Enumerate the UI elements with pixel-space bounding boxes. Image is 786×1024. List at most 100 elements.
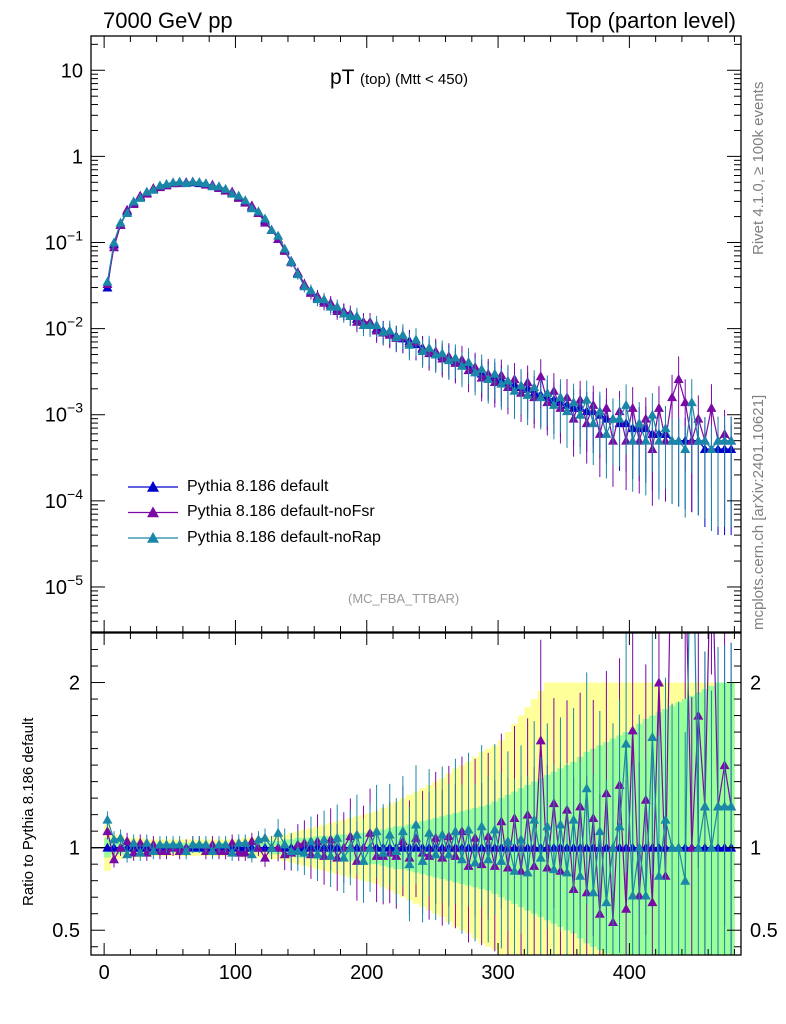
ratio-y-tick-label-right: 0.5: [750, 920, 778, 942]
ratio-point-noRap: [443, 849, 454, 859]
data-point-noFsr: [640, 413, 651, 423]
legend-marker-default: [147, 481, 159, 492]
ratio-point-noRap: [240, 837, 251, 847]
ratio-point-noFsr: [102, 826, 113, 836]
data-point-noRap: [233, 190, 244, 200]
ratio-point-default: [102, 842, 113, 852]
data-point-noRap: [456, 360, 467, 370]
data-point-noRap: [588, 418, 599, 428]
x-tick-label: 100: [219, 962, 252, 984]
ratio-point-noRap: [575, 870, 586, 880]
y-tick-label: 10−1: [45, 228, 83, 255]
ratio-point-noFsr: [128, 847, 139, 857]
data-point-noRap: [220, 183, 231, 193]
ratio-point-noRap: [384, 829, 395, 839]
ratio-y-tick-label-left: 2: [69, 673, 80, 695]
data-point-noRap: [726, 435, 737, 445]
ratio-point-noRap: [680, 875, 691, 885]
ratio-point-noRap: [601, 897, 612, 907]
data-point-noRap: [575, 409, 586, 419]
data-point-noRap: [338, 308, 349, 318]
data-point-noRap: [653, 435, 664, 445]
data-point-noRap: [273, 230, 284, 240]
ratio-point-noRap: [154, 839, 165, 849]
ratio-point-noRap: [726, 801, 737, 811]
data-point-noRap: [358, 320, 369, 330]
ratio-panel-frame: [90, 632, 742, 956]
data-point-noRap: [496, 378, 507, 388]
ratio-point-noRap: [135, 847, 146, 857]
data-point-noRap: [397, 329, 408, 339]
ratio-point-noRap: [693, 842, 704, 852]
data-point-noRap: [240, 195, 251, 205]
data-point-noRap: [542, 387, 553, 397]
data-point-noRap: [299, 281, 310, 291]
ratio-point-noRap: [115, 832, 126, 842]
data-point-noRap: [417, 345, 428, 355]
data-point-noRap: [332, 301, 343, 311]
x-tick-label: 300: [481, 962, 514, 984]
data-point-noRap: [476, 363, 487, 373]
ratio-point-noRap: [502, 836, 513, 846]
x-tick-label: 200: [350, 962, 383, 984]
data-point-noRap: [713, 435, 724, 445]
ratio-point-noFsr: [135, 837, 146, 847]
data-point-noFsr: [601, 402, 612, 412]
ratio-point-noRap: [371, 826, 382, 836]
data-point-noRap: [719, 435, 730, 445]
data-point-noRap: [529, 381, 540, 391]
ratio-point-noRap: [325, 850, 336, 860]
legend-marker-noFsr: [147, 506, 159, 518]
ratio-point-noRap: [562, 867, 573, 877]
ratio-point-noRap: [391, 845, 402, 855]
data-point-noRap: [594, 406, 605, 416]
data-point-noRap: [673, 435, 684, 445]
ratio-point-noFsr: [535, 735, 546, 745]
ratio-point-noRap: [194, 839, 205, 849]
y-tick-label: 10−4: [45, 486, 83, 513]
data-point-noRap: [680, 444, 691, 454]
data-point-noRap: [194, 177, 205, 187]
ratio-point-noFsr: [122, 836, 133, 846]
data-point-noRap: [562, 406, 573, 416]
data-point-noRap: [693, 435, 704, 445]
data-point-noRap: [319, 294, 330, 304]
ratio-point-noRap: [299, 847, 310, 857]
data-point-noFsr: [627, 402, 638, 412]
data-point-noRap: [253, 206, 264, 216]
plot-title-main: pT: [330, 66, 355, 89]
data-point-noRap: [312, 294, 323, 304]
data-point-noRap: [279, 243, 290, 253]
legend-marker-noRap: [147, 532, 159, 543]
data-point-noRap: [522, 389, 533, 399]
data-point-noRap: [325, 301, 336, 311]
ratio-point-noRap: [660, 814, 671, 824]
panel-frames: [90, 35, 742, 956]
ratio-point-noRap: [516, 834, 527, 844]
data-point-noRap: [371, 320, 382, 330]
header-left: 7000 GeV pp: [103, 8, 233, 33]
ratio-point-noRap: [174, 839, 185, 849]
ratio-point-noRap: [542, 821, 553, 831]
ratio-point-noFsr: [259, 852, 270, 862]
ratio-point-noRap: [122, 849, 133, 859]
ratio-point-noRap: [365, 842, 376, 852]
ratio-point-noRap: [640, 890, 651, 900]
ratio-point-noRap: [319, 834, 330, 844]
data-point-noRap: [148, 184, 159, 194]
data-point-noRap: [227, 188, 238, 198]
ratio-point-noRap: [102, 814, 113, 824]
ratio-point-noRap: [200, 839, 211, 849]
ratio-point-noRap: [187, 839, 198, 849]
data-point-noFsr: [680, 397, 691, 407]
ratio-point-noFsr: [647, 897, 658, 907]
ratio-point-noRap: [207, 845, 218, 855]
ratio-point-noRap: [437, 829, 448, 839]
y-tick-label: 10: [61, 60, 83, 82]
data-point-noRap: [411, 334, 421, 344]
data-point-noFsr: [706, 402, 717, 412]
series-line-default: [106, 181, 732, 450]
ratio-point-noRap: [345, 842, 356, 852]
ratio-point-noRap: [411, 819, 421, 829]
data-point-noFsr: [653, 402, 664, 412]
